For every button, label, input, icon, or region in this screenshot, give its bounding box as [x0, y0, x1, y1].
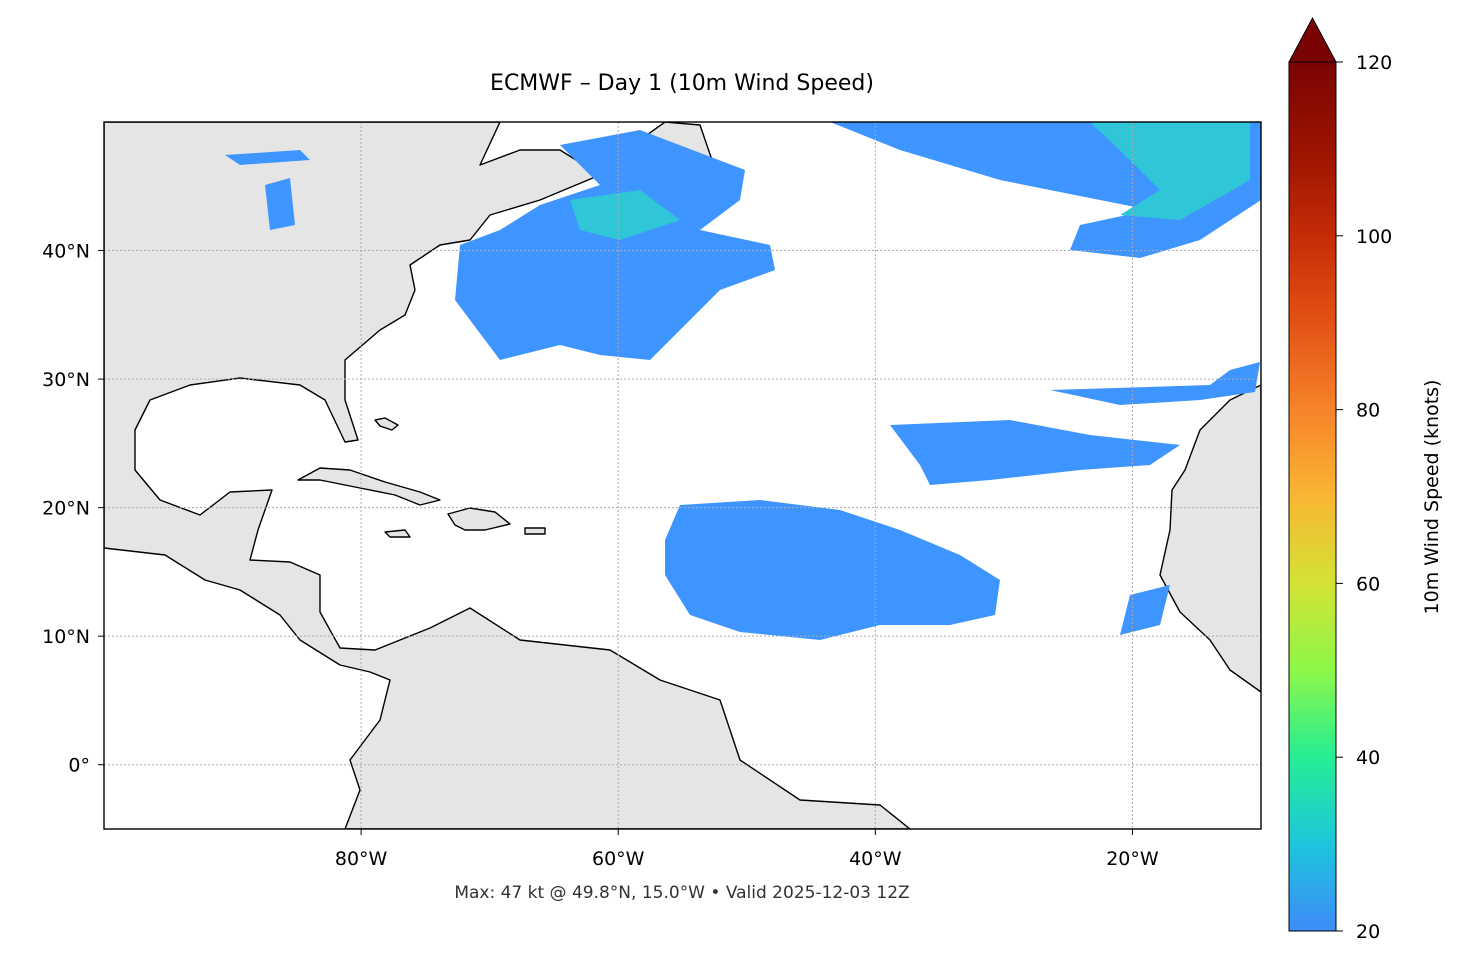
- y-tick-label: 10°N: [42, 626, 90, 648]
- colorbar-label: 10m Wind Speed (knots): [1421, 380, 1443, 615]
- footer: Max: 47 kt @ 49.8°N, 15.0°W • Valid 2025…: [454, 883, 909, 903]
- x-tick-label: 40°W: [849, 848, 902, 870]
- cuba: [297, 467, 441, 506]
- colorbar: [1288, 61, 1337, 932]
- africa: [1159, 384, 1261, 693]
- y-tick-label: 30°N: [42, 369, 90, 391]
- hispaniola: [447, 507, 511, 531]
- colorbar-tick-label: 40: [1356, 747, 1380, 769]
- map-frame: [103, 121, 1262, 830]
- map-area: [104, 122, 1261, 829]
- y-tick-label: 20°N: [42, 498, 90, 520]
- colorbar-tick-label: 120: [1356, 52, 1392, 74]
- puerto-rico: [524, 527, 546, 535]
- colorbar-tick-label: 60: [1356, 573, 1380, 595]
- bahamas: [374, 417, 399, 431]
- x-tick-label: 80°W: [335, 848, 388, 870]
- colorbar-extend: [1288, 16, 1337, 63]
- americas: [104, 122, 911, 829]
- colorbar-tick-label: 80: [1356, 400, 1380, 422]
- title: ECMWF – Day 1 (10m Wind Speed): [490, 71, 874, 96]
- colorbar-tick-label: 100: [1356, 226, 1392, 248]
- jamaica: [384, 529, 411, 538]
- x-tick-label: 20°W: [1106, 848, 1159, 870]
- colorbar-tick-label: 20: [1356, 921, 1380, 943]
- x-tick-label: 60°W: [592, 848, 645, 870]
- y-tick-label: 0°: [68, 755, 90, 777]
- wind-field: [225, 122, 1261, 640]
- y-tick-label: 40°N: [42, 241, 90, 263]
